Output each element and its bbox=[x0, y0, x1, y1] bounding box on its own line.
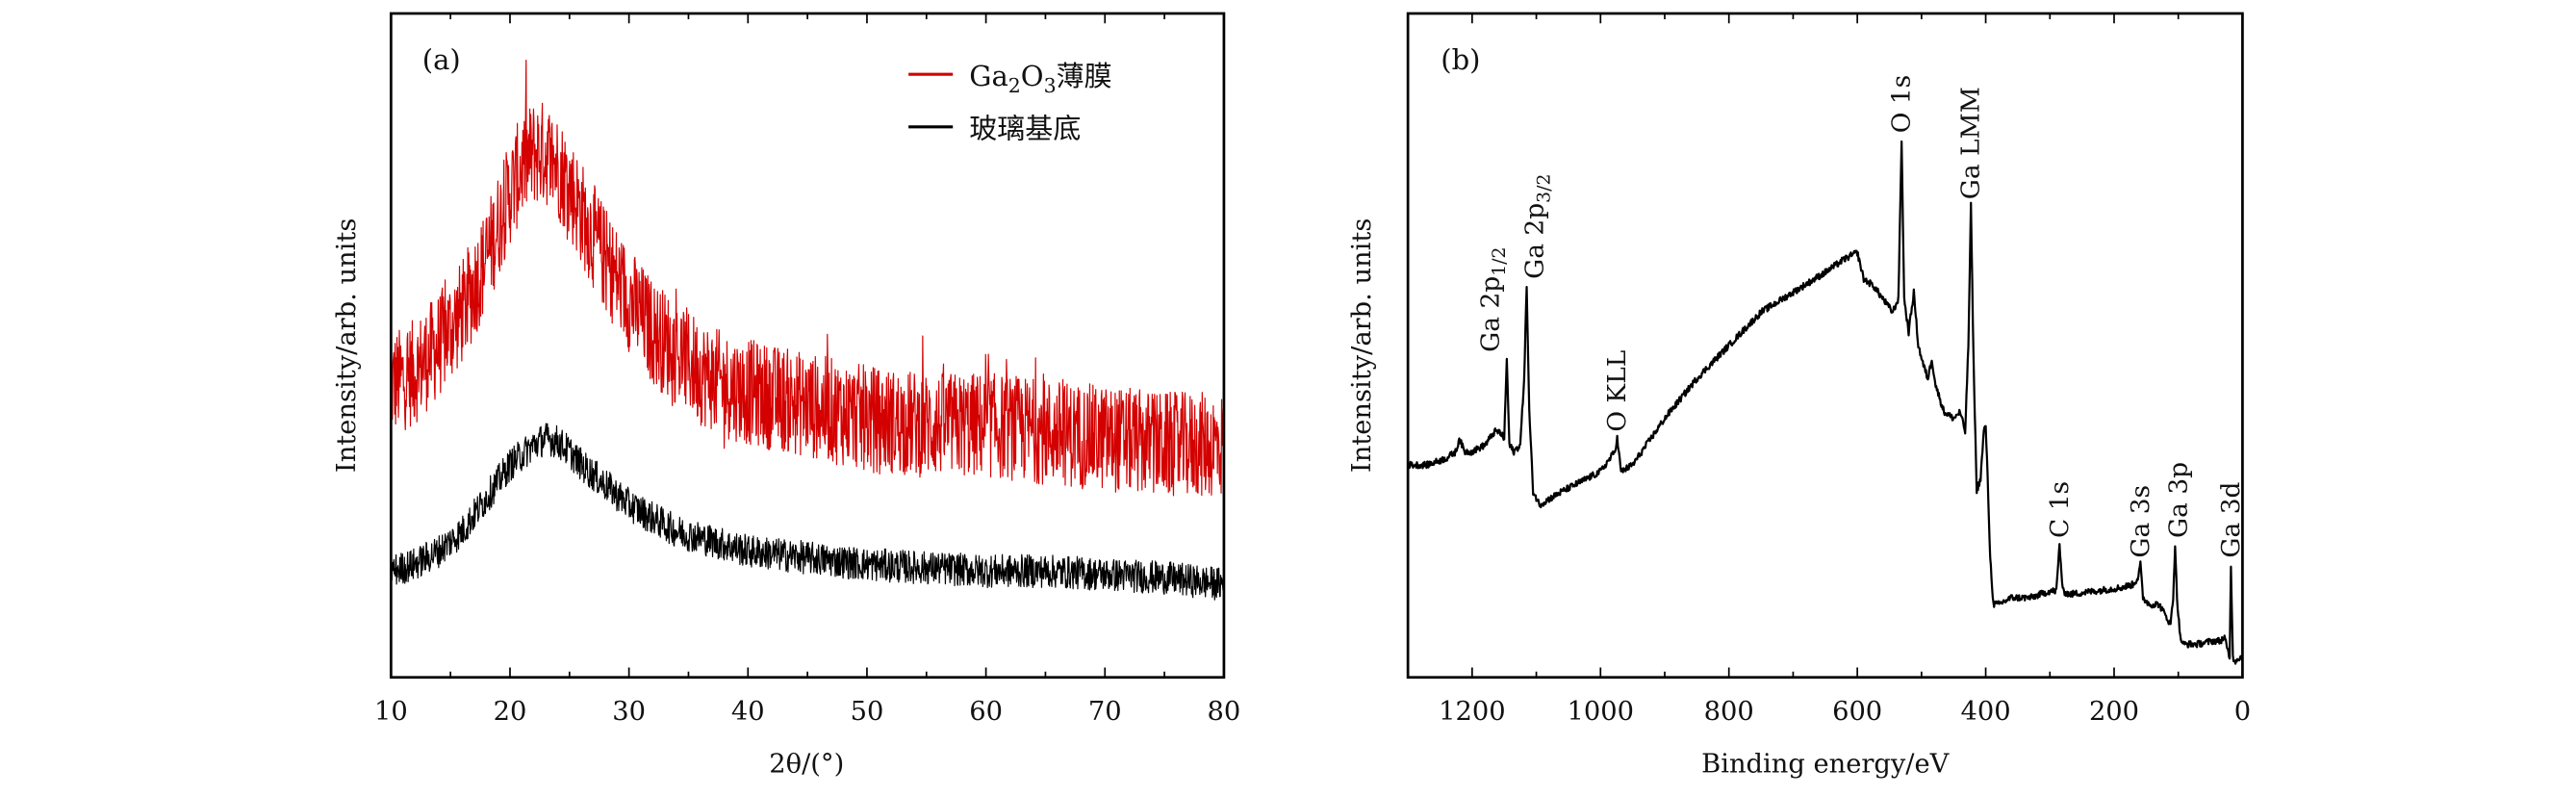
x-tick-label: 30 bbox=[612, 697, 646, 727]
x-tick-label: 0 bbox=[2234, 697, 2251, 727]
panel-label-a: (a) bbox=[422, 43, 461, 76]
x-tick-label: 40 bbox=[731, 697, 765, 727]
legend-label-glass: 玻璃基底 bbox=[969, 113, 1081, 145]
panel-label-b: (b) bbox=[1441, 43, 1480, 76]
peak-label: Ga 3s bbox=[2126, 485, 2155, 558]
peak-label: Ga 3d bbox=[2216, 481, 2246, 557]
x-tick-label: 50 bbox=[851, 697, 884, 727]
series-line-1 bbox=[390, 423, 1225, 601]
series-line-0 bbox=[390, 60, 1225, 497]
x-tick-label: 20 bbox=[494, 697, 527, 727]
x-tick-label: 400 bbox=[1961, 697, 2011, 727]
x-axis-title-b: Binding energy/eV bbox=[1701, 750, 1950, 780]
x-tick-label: 600 bbox=[1832, 697, 1882, 727]
x-tick-label: 60 bbox=[969, 697, 1003, 727]
y-axis-title-b: Intensity/arb. units bbox=[1347, 218, 1377, 473]
legend-item-film: Ga2O3薄膜 bbox=[908, 60, 1112, 97]
x-tick-label: 10 bbox=[374, 697, 408, 727]
legend-label-film: Ga2O3薄膜 bbox=[969, 60, 1111, 97]
peak-annotations: Ga 2p1/2 Ga 2p3/2 O KLL O 1s Ga LMM C 1s Ga 3s… bbox=[1475, 75, 2246, 558]
x-tick-label: 70 bbox=[1088, 697, 1122, 727]
plot-frame-b bbox=[1406, 12, 2244, 680]
x-tick-label: 200 bbox=[2089, 697, 2139, 727]
legend: Ga2O3薄膜 玻璃基底 bbox=[908, 60, 1112, 145]
x-ticks-b: 1200 1000 800 600 400 200 0 bbox=[1407, 13, 2251, 727]
x-tick-label: 1000 bbox=[1568, 697, 1634, 727]
peak-label: Ga LMM bbox=[1956, 87, 1986, 199]
peak-label: O KLL bbox=[1602, 350, 1632, 432]
y-axis-title-a: Intensity/arb. units bbox=[332, 218, 362, 473]
x-tick-label: 800 bbox=[1704, 697, 1754, 727]
series-line-0 bbox=[1407, 140, 2244, 665]
x-axis-title-a: 2θ/(°) bbox=[769, 750, 844, 780]
peak-label: C 1s bbox=[2045, 481, 2075, 538]
legend-item-glass: 玻璃基底 bbox=[908, 113, 1081, 145]
x-tick-label: 80 bbox=[1208, 697, 1241, 727]
x-ticks-a: 10 20 30 40 50 60 70 80 bbox=[374, 13, 1240, 727]
x-tick-label: 1200 bbox=[1439, 697, 1505, 727]
xrd-curves bbox=[390, 60, 1225, 601]
panel-a-xrd: 10 20 30 40 50 60 70 80 (a) 2θ/(°) Intensity/ar… bbox=[332, 12, 1240, 780]
peak-label: Ga 2p3/2 bbox=[1520, 174, 1555, 279]
plot-frame-a bbox=[389, 12, 1226, 680]
xps-curves bbox=[1407, 140, 2244, 665]
panel-b-xps: 1200 1000 800 600 400 200 0 Ga 2p1/2 Ga 2p3/2 O … bbox=[1347, 12, 2251, 780]
peak-label: Ga 2p1/2 bbox=[1475, 247, 1510, 352]
peak-label: O 1s bbox=[1887, 75, 1917, 134]
peak-label: Ga 3p bbox=[2163, 462, 2193, 538]
